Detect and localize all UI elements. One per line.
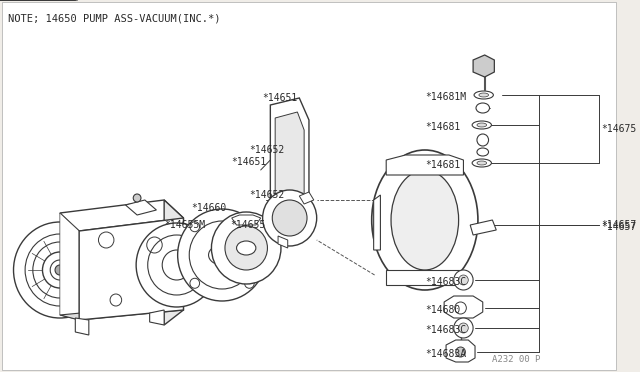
Text: A232 00 P: A232 00 P [492,356,541,365]
Polygon shape [76,318,89,335]
Ellipse shape [472,159,492,167]
Circle shape [190,278,200,288]
Circle shape [244,222,254,232]
Polygon shape [386,270,463,285]
Ellipse shape [476,103,490,113]
Text: *14655: *14655 [230,220,265,230]
Ellipse shape [391,170,459,270]
Circle shape [190,222,200,232]
Circle shape [55,265,65,275]
Polygon shape [150,310,164,325]
Text: *14652: *14652 [249,190,284,200]
Polygon shape [470,220,496,235]
Text: *14681M: *14681M [425,92,466,102]
Circle shape [456,347,465,357]
Circle shape [477,134,488,146]
Polygon shape [232,215,260,225]
Ellipse shape [474,91,493,99]
Circle shape [225,226,268,270]
Polygon shape [278,236,288,248]
Text: *14652: *14652 [249,145,284,155]
Polygon shape [270,98,309,215]
Text: *14675: *14675 [602,124,637,134]
Text: *14681: *14681 [425,122,460,132]
Text: NOTE; 14650 PUMP ASS-VACUUM(INC.*): NOTE; 14650 PUMP ASS-VACUUM(INC.*) [8,13,220,23]
Circle shape [136,223,217,307]
Circle shape [244,278,254,288]
Ellipse shape [472,121,492,129]
Text: *14680: *14680 [425,305,460,315]
Polygon shape [386,155,463,175]
Text: *14657: *14657 [602,220,637,230]
Text: *14683C: *14683C [425,277,466,287]
Text: *14660: *14660 [191,203,227,213]
Text: *14683A: *14683A [425,349,466,359]
Circle shape [262,190,317,246]
FancyBboxPatch shape [2,2,616,370]
Polygon shape [444,296,483,318]
Polygon shape [164,200,184,325]
Ellipse shape [372,150,478,290]
Text: *14681: *14681 [425,160,460,170]
Ellipse shape [477,123,486,127]
Polygon shape [60,305,184,320]
Polygon shape [374,195,380,250]
Circle shape [454,318,473,338]
Text: *14683C: *14683C [425,325,466,335]
Ellipse shape [237,241,256,255]
Polygon shape [125,200,156,215]
Circle shape [42,252,77,288]
Text: *14657: *14657 [602,222,637,232]
Polygon shape [300,192,314,204]
Circle shape [459,275,468,285]
Polygon shape [275,112,304,208]
Polygon shape [446,340,475,362]
Polygon shape [60,200,184,231]
Text: *14651: *14651 [262,93,298,103]
Text: *14651: *14651 [232,157,267,167]
Text: *14655M: *14655M [164,220,205,230]
Circle shape [459,323,468,333]
Polygon shape [473,55,494,77]
Ellipse shape [479,93,488,97]
Circle shape [211,212,281,284]
Circle shape [178,209,266,301]
Circle shape [272,200,307,236]
Circle shape [133,194,141,202]
Polygon shape [79,218,184,320]
Polygon shape [60,213,79,320]
Circle shape [454,270,473,290]
Ellipse shape [477,148,488,156]
Ellipse shape [477,161,486,165]
